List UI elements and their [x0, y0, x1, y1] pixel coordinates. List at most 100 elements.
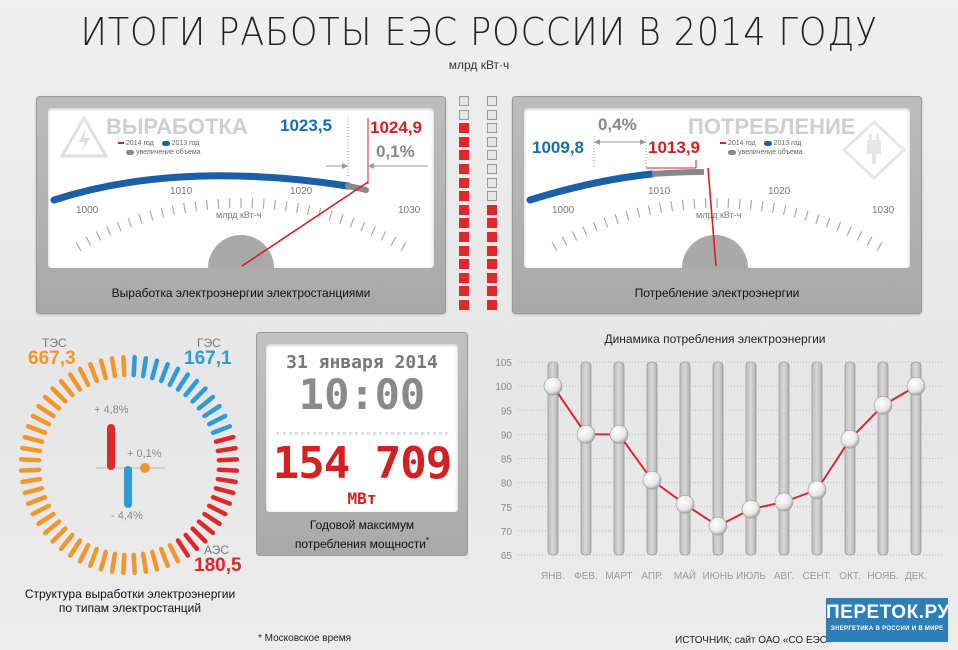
ges-label: ГЭС: [197, 336, 221, 350]
ges-change-label: - 4,4%: [111, 510, 143, 522]
tes-label: ТЭС: [42, 336, 67, 350]
tes-change-label: + 0,1%: [127, 448, 162, 460]
svg-text:млрд кВт-ч: млрд кВт-ч: [696, 210, 742, 220]
consumption-dynamics-chart: 65 70 75 80 85 90 95 100 105 ЯНВ. ФЕВ. МАРТ АПР. МАЙ И…: [495, 358, 942, 582]
consumption-gauge-graphic: 1000 1010 1020 1030 млрд кВт-ч: [526, 119, 907, 268]
led-segment: [487, 164, 497, 174]
led-segment: [459, 232, 469, 242]
svg-text:ДЕК.: ДЕК.: [905, 571, 927, 582]
led-segment: [459, 164, 469, 174]
svg-text:65: 65: [501, 551, 513, 562]
generation-change: 0,1%: [376, 142, 415, 161]
structure-caption: Структура выработки электроэнергии по ти…: [24, 587, 236, 615]
generation-gauge-face: 1000 1010 1020 1030 млрд кВт-ч ВЫРАБОТКА…: [48, 108, 434, 268]
high-voltage-icon: [59, 115, 109, 158]
consumption-gauge-panel: 1000 1010 1020 1030 млрд кВт-ч ПОТРЕБЛЕН…: [512, 96, 922, 314]
generation-legend: 2014 год 2013 год увеличение объема: [118, 139, 201, 157]
svg-text:1030: 1030: [872, 205, 895, 216]
peretok-logo[interactable]: ПЕРЕТОК.РУ ЭНЕРГЕТИКА В РОССИИ И В МИРЕ: [826, 598, 950, 642]
tes-value: 667,3: [28, 348, 76, 369]
logo-tagline: ЭНЕРГЕТИКА В РОССИИ И В МИРЕ: [830, 626, 944, 632]
svg-text:ЯНВ.: ЯНВ.: [541, 571, 565, 582]
svg-text:АПР.: АПР.: [641, 571, 662, 582]
generation-value-2013: 1023,5: [280, 116, 332, 135]
generation-heading: ВЫРАБОТКА: [106, 114, 248, 139]
aes-change-label: + 4,8%: [94, 404, 129, 416]
svg-text:1000: 1000: [552, 205, 575, 216]
led-segment: [487, 123, 497, 134]
legend-2014-swatch: [118, 142, 124, 145]
peak-date: 31 января 2014: [286, 352, 438, 373]
led-segment: [459, 136, 469, 147]
svg-text:ИЮНЬ: ИЮНЬ: [702, 571, 734, 582]
svg-text:ФЕВ.: ФЕВ.: [574, 571, 598, 582]
consumption-value-2013: 1009,8: [532, 138, 584, 157]
generation-caption: Выработка электроэнергии электростанциям…: [111, 286, 371, 300]
led-segment: [487, 232, 497, 242]
led-segment: [459, 286, 469, 297]
led-segment: [487, 218, 497, 229]
structure-donut-chart: [18, 354, 240, 576]
svg-text:1010: 1010: [648, 186, 671, 197]
legend-increase-swatch: [126, 149, 134, 155]
tes-change-dot: [140, 463, 150, 473]
peak-caption: Годовой максимум потребления мощности*: [294, 518, 430, 551]
led-segment: [487, 136, 497, 147]
svg-text:ОКТ.: ОКТ.: [839, 571, 860, 582]
consumption-caption: Потребление электроэнергии: [634, 286, 800, 300]
svg-text:1020: 1020: [768, 186, 791, 197]
generation-gauge-graphic: 1000 1010 1020 1030 млрд кВт-ч: [50, 115, 428, 268]
svg-text:95: 95: [501, 406, 513, 417]
svg-text:100: 100: [495, 382, 512, 393]
svg-text:80: 80: [501, 479, 513, 490]
peak-load-panel: 31 января 2014 10:00 154 709 МВт Годовой…: [256, 332, 468, 556]
consumption-gauge-face: 1000 1010 1020 1030 млрд кВт-ч ПОТРЕБЛЕН…: [524, 108, 910, 268]
led-segment: [459, 96, 469, 106]
led-segment: [459, 204, 469, 215]
led-segment: [459, 109, 469, 120]
legend-2013-swatch: [161, 140, 170, 146]
svg-text:НОЯБ.: НОЯБ.: [867, 571, 898, 582]
svg-text:75: 75: [501, 503, 513, 514]
consumption-heading: ПОТРЕБЛЕНИЕ: [688, 114, 856, 139]
led-segment: [459, 300, 469, 310]
svg-text:АВГ.: АВГ.: [774, 571, 794, 582]
source-note: ИСТОЧНИК: сайт ОАО «СО ЕЭС»: [675, 635, 833, 646]
svg-text:1020: 1020: [290, 186, 313, 197]
svg-text:1010: 1010: [170, 186, 193, 197]
svg-text:СЕНТ.: СЕНТ.: [803, 571, 832, 582]
page-subtitle-unit: млрд кВт·ч: [448, 58, 510, 72]
svg-text:70: 70: [501, 527, 513, 538]
led-segment: [487, 300, 497, 310]
led-segment: [487, 286, 497, 297]
consumption-dynamics-title: Динамика потребления электроэнергии: [604, 332, 826, 346]
led-indicator-right: [487, 96, 499, 316]
plug-icon: [841, 119, 907, 181]
led-segment: [487, 96, 497, 106]
peak-unit: МВт: [347, 489, 377, 508]
divider: [276, 432, 448, 435]
aes-value: 180,5: [194, 555, 242, 576]
generation-gauge-panel: 1000 1010 1020 1030 млрд кВт-ч ВЫРАБОТКА…: [36, 96, 446, 314]
logo-text: ПЕРЕТОК.РУ: [826, 602, 950, 623]
led-segment: [487, 177, 497, 188]
consumption-change: 0,4%: [598, 115, 637, 134]
led-segment: [487, 204, 497, 215]
led-segment: [459, 218, 469, 229]
aes-change-bar: [107, 424, 115, 470]
led-segment: [459, 259, 469, 270]
led-segment: [459, 245, 469, 256]
svg-text:МАРТ: МАРТ: [605, 571, 632, 582]
led-segment: [487, 259, 497, 270]
peak-time: 10:00: [298, 370, 426, 419]
ges-value: 167,1: [184, 348, 232, 369]
generation-value-2014: 1024,9: [370, 118, 422, 137]
svg-text:ИЮЛЬ: ИЮЛЬ: [736, 571, 766, 582]
led-segment: [459, 272, 469, 283]
svg-text:90: 90: [501, 430, 513, 441]
svg-text:85: 85: [501, 455, 513, 466]
led-segment: [459, 123, 469, 134]
led-segment: [487, 272, 497, 283]
peak-load-display: 31 января 2014 10:00 154 709 МВт: [266, 344, 458, 512]
led-segment: [487, 245, 497, 256]
